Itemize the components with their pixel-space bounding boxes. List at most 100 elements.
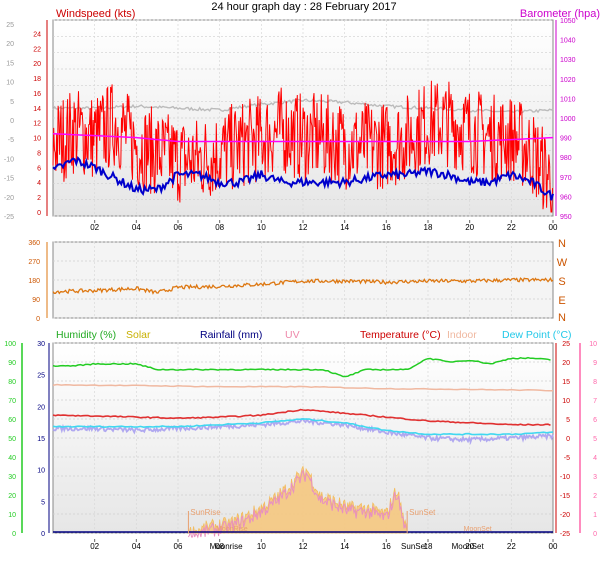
uv-y-tick: 6 bbox=[593, 417, 597, 424]
temperature-y-tick: 10 bbox=[562, 398, 570, 405]
wind-outer-y-tick: -5 bbox=[8, 137, 14, 144]
baro-title: Barometer (hpa) bbox=[520, 8, 600, 20]
temp-panel-x-tick-label: 02 bbox=[90, 542, 99, 551]
temp-panel-x-tick-label: 12 bbox=[299, 542, 308, 551]
wind-kts-y-tick: 0 bbox=[37, 210, 41, 217]
wind-direction-line bbox=[52, 277, 554, 295]
rain-y-tick: 5 bbox=[41, 499, 45, 506]
temp-panel-x-tick-label: 10 bbox=[257, 542, 266, 551]
legend-label: UV bbox=[285, 329, 300, 341]
wind-panel-x-tick-label: 14 bbox=[340, 223, 349, 232]
humidity-y-tick: 80 bbox=[8, 379, 16, 386]
temperature-y-tick: 5 bbox=[566, 417, 570, 424]
wind-outer-y-tick: -25 bbox=[4, 214, 14, 221]
compass-label: E bbox=[558, 295, 565, 307]
wind-kts-y-tick: 20 bbox=[33, 61, 41, 68]
wind-outer-y-tick: 5 bbox=[10, 99, 14, 106]
direction-y-tick: 180 bbox=[28, 278, 40, 285]
wind-kts-y-tick: 16 bbox=[33, 91, 41, 98]
humidity-y-tick: 10 bbox=[8, 512, 16, 519]
uv-line bbox=[187, 468, 407, 539]
temp-panel-x-tick-label: 14 bbox=[340, 542, 349, 551]
temperature-y-tick: -25 bbox=[560, 531, 570, 538]
wind-kts-y-tick: 18 bbox=[33, 76, 41, 83]
baro-y-tick: 990 bbox=[560, 136, 572, 143]
uv-y-tick: 10 bbox=[589, 341, 597, 348]
wind-panel-x-tick-label: 12 bbox=[299, 223, 308, 232]
rain-y-tick: 20 bbox=[37, 404, 45, 411]
legend-label: Indoor bbox=[447, 329, 477, 341]
legend-label: Humidity (%) bbox=[56, 329, 116, 341]
rain-y-tick: 0 bbox=[41, 531, 45, 538]
baro-y-tick: 1030 bbox=[560, 57, 576, 64]
page-title: 24 hour graph day : 28 February 2017 bbox=[211, 1, 396, 13]
temp-panel-x-tick-label: 18 bbox=[424, 542, 433, 551]
wind-kts-y-tick: 12 bbox=[33, 121, 41, 128]
windspeed-line bbox=[52, 80, 553, 213]
humidity-y-tick: 100 bbox=[4, 341, 16, 348]
wind-outer-y-tick: 10 bbox=[6, 80, 14, 87]
wind-kts-y-tick: 22 bbox=[33, 46, 41, 53]
wind-outer-y-tick: -15 bbox=[4, 176, 14, 183]
baro-y-tick: 1000 bbox=[560, 116, 576, 123]
wind-title: Windspeed (kts) bbox=[56, 8, 135, 20]
uv-y-tick: 2 bbox=[593, 493, 597, 500]
humidity-y-tick: 30 bbox=[8, 474, 16, 481]
wind-panel-x-tick-label: 22 bbox=[507, 223, 516, 232]
uv-y-tick: 7 bbox=[593, 398, 597, 405]
wind-kts-y-tick: 24 bbox=[33, 31, 41, 38]
temperature-y-tick: -20 bbox=[560, 512, 570, 519]
direction-y-tick: 360 bbox=[28, 240, 40, 247]
wind-panel-x-tick-label: 10 bbox=[257, 223, 266, 232]
humidity-y-tick: 0 bbox=[12, 531, 16, 538]
direction-y-tick: 90 bbox=[32, 297, 40, 304]
moonset-tick-label: MoonSet bbox=[452, 542, 485, 551]
rain-y-tick: 15 bbox=[37, 436, 45, 443]
humidity-y-tick: 70 bbox=[8, 398, 16, 405]
uv-y-tick: 8 bbox=[593, 379, 597, 386]
humidity-y-tick: 50 bbox=[8, 436, 16, 443]
humidity-y-tick: 40 bbox=[8, 455, 16, 462]
wind-panel-x-tick-label: 00 bbox=[549, 223, 558, 232]
sunset-label: SunSet bbox=[409, 508, 436, 517]
wind-kts-y-tick: 4 bbox=[37, 180, 41, 187]
temp-panel-x-tick-label: 20 bbox=[465, 542, 474, 551]
temperature-y-tick: 0 bbox=[566, 436, 570, 443]
barometer-line bbox=[52, 132, 554, 143]
baro-y-tick: 1020 bbox=[560, 77, 576, 84]
humidity-y-tick: 60 bbox=[8, 417, 16, 424]
solar-area bbox=[187, 465, 408, 535]
legend-label: Dew Point (°C) bbox=[502, 329, 572, 341]
temperature-y-tick: -15 bbox=[560, 493, 570, 500]
uv-y-tick: 1 bbox=[593, 512, 597, 519]
wind-kts-y-tick: 14 bbox=[33, 106, 41, 113]
temperature-y-tick: 15 bbox=[562, 379, 570, 386]
moonrise-label: MoonRise bbox=[216, 526, 248, 533]
temp-panel-x-tick-label: 16 bbox=[382, 542, 391, 551]
moonrise-tick-label: Moonrise bbox=[210, 542, 243, 551]
humidity-line bbox=[52, 356, 551, 378]
temperature-y-tick: -10 bbox=[560, 474, 570, 481]
uv-y-tick: 4 bbox=[593, 455, 597, 462]
moonset-label: MoonSet bbox=[464, 526, 492, 533]
compass-label: S bbox=[558, 276, 565, 288]
wind-panel-x-tick-label: 16 bbox=[382, 223, 391, 232]
legend-label: Rainfall (mm) bbox=[200, 329, 262, 341]
wind-panel-x-tick-label: 18 bbox=[424, 223, 433, 232]
wind-outer-y-tick: 15 bbox=[6, 60, 14, 67]
temperature-y-tick: -5 bbox=[564, 455, 570, 462]
rain-y-tick: 30 bbox=[37, 341, 45, 348]
temperature-line bbox=[52, 408, 551, 427]
wind-outer-y-tick: 20 bbox=[6, 41, 14, 48]
compass-label: N bbox=[558, 312, 566, 324]
baro-y-tick: 970 bbox=[560, 175, 572, 182]
average-wind-line bbox=[52, 155, 554, 201]
baro-y-tick: 1040 bbox=[560, 38, 576, 45]
wind-kts-y-tick: 6 bbox=[37, 165, 41, 172]
baro-y-tick: 1050 bbox=[560, 18, 576, 25]
humidity-y-tick: 20 bbox=[8, 493, 16, 500]
baro-y-tick: 950 bbox=[560, 214, 572, 221]
wind-panel-x-tick-label: 06 bbox=[174, 223, 183, 232]
wind-kts-y-tick: 10 bbox=[33, 136, 41, 143]
